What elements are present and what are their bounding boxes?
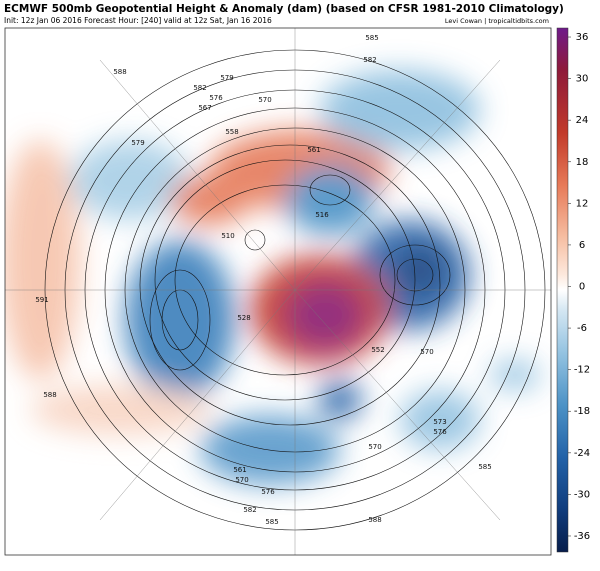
- contour-label: 567: [198, 104, 211, 112]
- colorbar-label: -36: [574, 531, 590, 542]
- contour-label: 558: [225, 128, 238, 136]
- colorbar-label: 6: [579, 240, 585, 251]
- contour-label: 579: [220, 74, 233, 82]
- contour-label: 588: [113, 68, 126, 76]
- contour-label: 582: [193, 84, 206, 92]
- colorbar: [556, 27, 569, 553]
- colorbar-label: -12: [574, 365, 590, 376]
- contour-label: 570: [258, 96, 271, 104]
- contour-label: 582: [243, 506, 256, 514]
- contour-label: 573: [433, 418, 446, 426]
- info: Init: 12z Jan 06 2016 Forecast Hour: [24…: [4, 16, 272, 25]
- contour-label: 576: [433, 428, 447, 436]
- contour-label: 579: [131, 139, 144, 147]
- contour-label: 588: [43, 391, 56, 399]
- contour-label: 552: [371, 346, 384, 354]
- contour-label: 591: [35, 296, 48, 304]
- contour-label: 561: [233, 466, 246, 474]
- contour-label: 576: [261, 488, 275, 496]
- contour-label: 585: [365, 34, 378, 42]
- contour-label: 582: [363, 56, 376, 64]
- contour-label: 585: [478, 463, 491, 471]
- contour-label: 570: [368, 443, 381, 451]
- colorbar-label: 36: [576, 32, 589, 43]
- colorbar-label: 30: [576, 74, 589, 85]
- title: ECMWF 500mb Geopotential Height & Anomal…: [4, 3, 564, 15]
- colorbar-label: 24: [576, 115, 589, 126]
- contour-label: 528: [237, 314, 250, 322]
- contour-label: 585: [265, 518, 278, 526]
- contour-label: 510: [221, 232, 234, 240]
- colorbar-label: 18: [576, 157, 589, 168]
- colorbar-label: -6: [577, 323, 587, 334]
- contour-label: 516: [315, 211, 329, 219]
- contour-label: 570: [235, 476, 248, 484]
- colorbar-label: 12: [576, 198, 589, 209]
- contour-label: 570: [420, 348, 433, 356]
- colorbar-label: -24: [574, 448, 590, 459]
- credit: Levi Cowan | tropicaltidbits.com: [445, 17, 549, 25]
- colorbar-label: -30: [574, 489, 590, 500]
- colorbar-label: -18: [574, 406, 590, 417]
- contour-label: 561: [307, 146, 320, 154]
- colorbar-label: 0: [579, 282, 585, 293]
- contour-label: 588: [368, 516, 381, 524]
- contour-label: 576: [209, 94, 223, 102]
